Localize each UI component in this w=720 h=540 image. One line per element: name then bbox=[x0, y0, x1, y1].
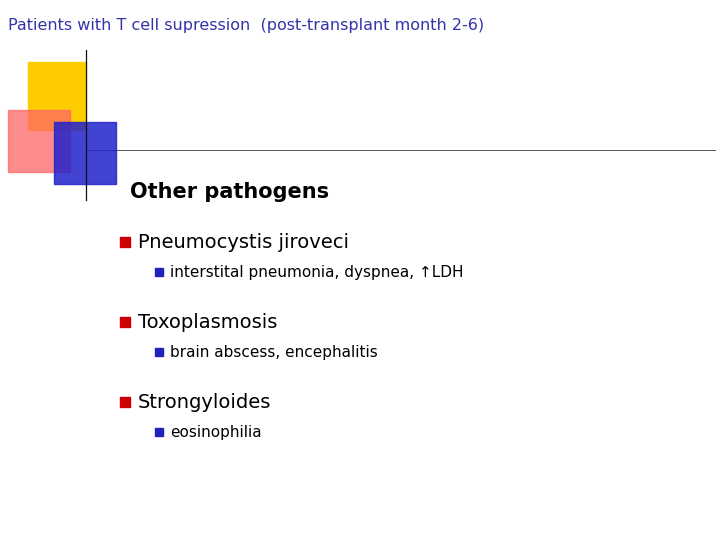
Bar bbox=[120, 397, 130, 407]
Bar bbox=[120, 317, 130, 327]
Text: interstital pneumonia, dyspnea, ↑LDH: interstital pneumonia, dyspnea, ↑LDH bbox=[170, 265, 464, 280]
Text: Pneumocystis jiroveci: Pneumocystis jiroveci bbox=[138, 233, 349, 252]
Text: Other pathogens: Other pathogens bbox=[130, 182, 329, 202]
Bar bbox=[28, 62, 86, 130]
Text: Patients with T cell supression  (post-transplant month 2-6): Patients with T cell supression (post-tr… bbox=[8, 18, 484, 33]
Bar bbox=[155, 268, 163, 276]
Bar bbox=[120, 237, 130, 247]
Bar bbox=[155, 428, 163, 436]
Text: eosinophilia: eosinophilia bbox=[170, 424, 261, 440]
Bar bbox=[155, 348, 163, 356]
Text: Strongyloides: Strongyloides bbox=[138, 393, 271, 411]
Text: Toxoplasmosis: Toxoplasmosis bbox=[138, 313, 277, 332]
Bar bbox=[54, 122, 116, 184]
Bar bbox=[8, 110, 70, 172]
Text: brain abscess, encephalitis: brain abscess, encephalitis bbox=[170, 345, 378, 360]
